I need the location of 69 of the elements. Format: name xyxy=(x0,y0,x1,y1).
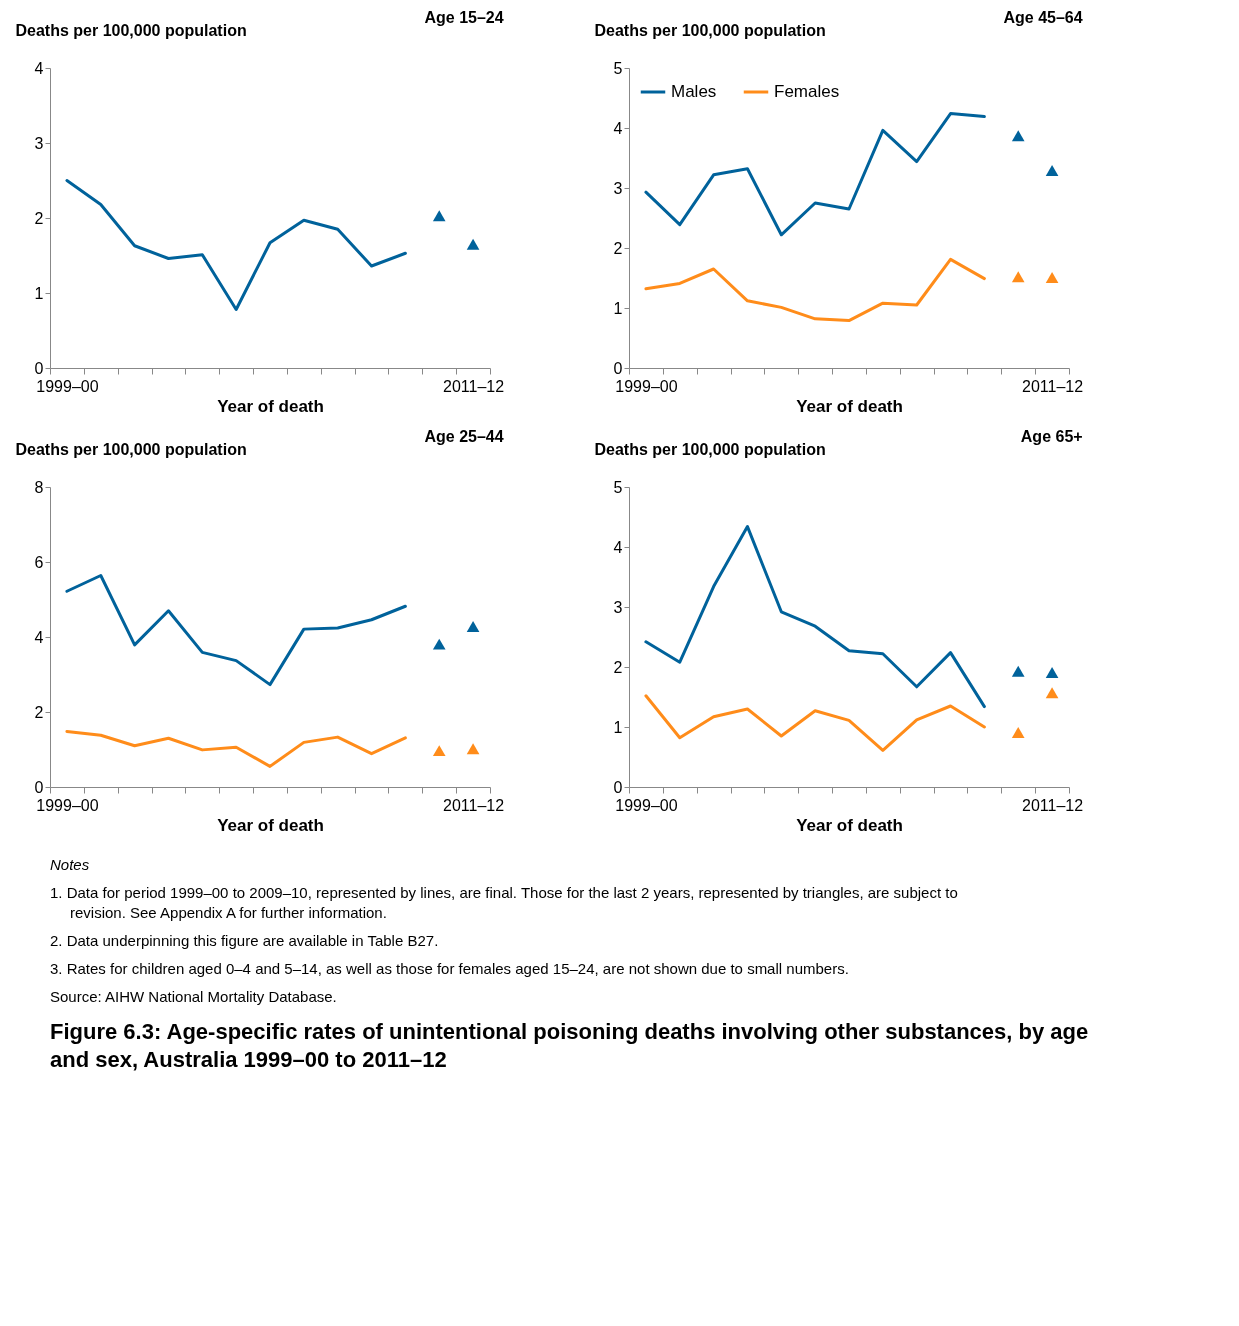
point xyxy=(1045,666,1059,678)
x-tick-label: 1999–00 xyxy=(615,377,678,395)
x-axis-title: Year of death xyxy=(217,815,324,835)
y-tick-label: 0 xyxy=(613,359,623,377)
source-note: Source: AIHW National Mortality Database. xyxy=(50,988,337,1005)
point xyxy=(1045,271,1059,283)
x-tick-label: 1999–00 xyxy=(36,796,99,814)
y-tick-label: 4 xyxy=(613,119,623,137)
point xyxy=(1045,165,1059,177)
point xyxy=(1011,726,1025,738)
y-tick-label: 4 xyxy=(34,59,44,77)
y-tick-label: 0 xyxy=(34,778,44,796)
y-axis-title: Deaths per 100,000 population xyxy=(594,21,826,39)
x-tick-label: 2011–12 xyxy=(443,377,505,395)
point xyxy=(1011,130,1025,142)
line-series xyxy=(65,574,407,687)
line-series xyxy=(644,694,986,752)
text: Notes xyxy=(50,856,90,873)
x-tick-label: 2011–12 xyxy=(1022,377,1084,395)
text: 3. Rates for children aged 0–4 and 5–14, as well as those for females aged 15–24, are not shown due to small numbers. xyxy=(50,960,849,977)
y-tick-label: 2 xyxy=(613,658,623,676)
point xyxy=(1011,665,1025,677)
line-series xyxy=(644,257,986,323)
y-tick-label: 1 xyxy=(613,718,623,736)
y-tick-label: 4 xyxy=(34,628,44,646)
chart-title: Age 65+ xyxy=(1020,428,1083,445)
y-tick-label: 1 xyxy=(613,299,623,317)
y-tick-label: 3 xyxy=(613,179,623,197)
x-tick-label: 1999–00 xyxy=(36,377,99,395)
x-axis-title: Year of death xyxy=(796,396,903,416)
y-tick-label: 3 xyxy=(613,598,623,616)
point xyxy=(432,745,446,757)
point xyxy=(466,621,480,632)
text: 1. Data for period 1999–00 to 2009–10, represented by lines, are final. Those for the last 2 years, represented by triangles, are subject to revision. See Appendix A for further information. xyxy=(50,884,958,921)
x-axis-title: Year of death xyxy=(796,815,903,835)
x-tick-label: 2011–12 xyxy=(443,796,505,814)
y-axis-title: Deaths per 100,000 population xyxy=(594,440,826,458)
line-series xyxy=(65,179,407,311)
chart-title: Age 15–24 xyxy=(424,9,504,26)
legend-label: Females xyxy=(774,82,840,101)
y-tick-label: 2 xyxy=(34,209,44,227)
y-tick-label: 3 xyxy=(34,134,44,152)
y-tick-label: 1 xyxy=(34,284,44,302)
point xyxy=(1045,687,1059,699)
point xyxy=(466,743,480,755)
x-tick-label: 1999–00 xyxy=(615,796,678,814)
text: 2. Data underpinning this figure are available in Table B27. xyxy=(50,932,439,949)
y-axis-title: Deaths per 100,000 population xyxy=(15,440,247,458)
text: Figure 6.3: Age-specific rates of unintentional poisoning deaths involving other substances, by age and sex, Australia 1999–00 to 2011–12 xyxy=(50,1019,1089,1072)
legend-label: Males xyxy=(671,82,717,101)
y-tick-label: 8 xyxy=(34,478,44,496)
y-axis-title: Deaths per 100,000 population xyxy=(15,21,247,39)
y-tick-label: 2 xyxy=(34,703,44,721)
chart-title: Age 45–64 xyxy=(1003,9,1083,26)
y-tick-label: 2 xyxy=(613,239,623,257)
point xyxy=(1011,271,1025,283)
line-series xyxy=(65,730,407,768)
y-tick-label: 5 xyxy=(613,59,623,77)
y-tick-label: 5 xyxy=(613,478,623,496)
y-tick-label: 0 xyxy=(613,778,623,796)
y-tick-label: 6 xyxy=(34,553,44,571)
line-series xyxy=(644,525,986,709)
x-axis-title: Year of death xyxy=(217,396,324,416)
y-tick-label: 0 xyxy=(34,359,44,377)
y-tick-label: 4 xyxy=(613,538,623,556)
x-tick-label: 2011–12 xyxy=(1022,796,1084,814)
point xyxy=(432,638,446,650)
line-series xyxy=(644,112,986,237)
chart-title: Age 25–44 xyxy=(424,428,504,445)
